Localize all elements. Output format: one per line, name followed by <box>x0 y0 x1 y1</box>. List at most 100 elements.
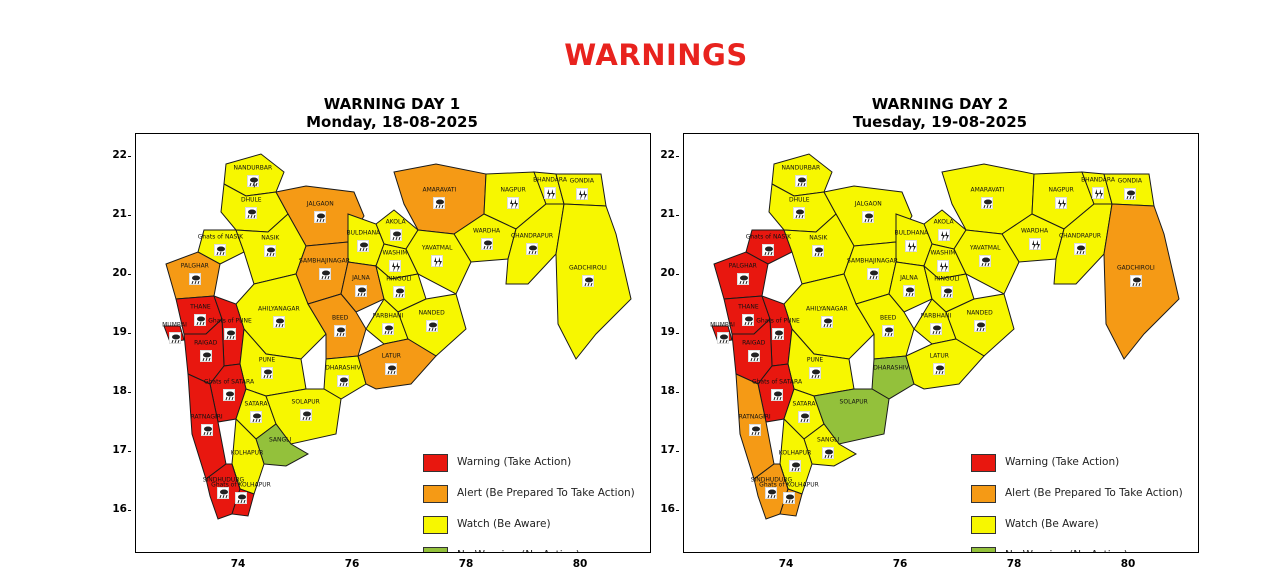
heavy-rain-icon <box>866 268 879 281</box>
district-label: KOLHAPUR <box>230 449 264 456</box>
x-tick-label: 78 <box>1006 558 1022 570</box>
thunderstorm-icon <box>1055 196 1068 209</box>
district-label: DHULE <box>240 196 262 204</box>
heavy-rain-icon <box>903 284 915 297</box>
district-label: AMARAVATI <box>970 186 1005 194</box>
heavy-rain-icon <box>765 487 778 500</box>
district-label: SAMBHAJINAGAR <box>299 257 350 265</box>
district-label: NAGPUR <box>1048 186 1074 194</box>
thunderstorm-icon <box>937 260 949 273</box>
heavy-rain-icon <box>246 175 259 188</box>
district-label: SAMBHAJINAGAR <box>847 257 898 265</box>
legend-swatch <box>423 485 448 503</box>
heavy-rain-icon <box>217 487 230 500</box>
district-label: Ghats of SATARA <box>203 378 255 386</box>
district-dharashiv <box>871 355 915 400</box>
district-label: DHARASHIV <box>325 364 361 372</box>
panel-date: Monday, 18-08-2025 <box>306 113 478 131</box>
district-label: JALNA <box>900 274 918 282</box>
x-tick-label: 80 <box>1120 558 1136 570</box>
legend-swatch <box>423 547 448 552</box>
legend-label: Alert (Be Prepared To Take Action) <box>1005 487 1183 499</box>
district-label: RAIGAD <box>742 339 766 347</box>
district-label: Ghats of PUNE <box>756 317 800 325</box>
district-label: WARDHA <box>473 227 501 235</box>
map-panel-day-1: WARNING DAY 1 Monday, 18-08-2025 NANDURB… <box>112 94 651 570</box>
district-label: BEED <box>331 314 349 322</box>
district-label: PUNE <box>806 356 824 364</box>
y-tick-label: 22 <box>105 149 131 161</box>
district-label: RATNAGIRI <box>190 413 223 421</box>
district-label: WASHIM <box>382 249 408 257</box>
thunderstorm-icon <box>1028 237 1041 250</box>
district-label: NANDURBAR <box>233 164 273 172</box>
district-label: PUNE <box>258 356 276 364</box>
district-label: GADCHIROLI <box>568 264 607 272</box>
heavy-rain-icon <box>224 327 236 340</box>
heavy-rain-icon <box>245 206 258 219</box>
district-label: DHARASHIV <box>873 364 909 372</box>
district-label: BHANDARA <box>533 176 567 183</box>
y-tick-label: 21 <box>105 208 131 220</box>
map-panel-day-2: WARNING DAY 2 Tuesday, 19-08-2025 NANDUR… <box>660 94 1199 570</box>
legend-swatch <box>423 454 448 472</box>
district-label: YAVATMAL <box>421 244 453 252</box>
panel-date: Tuesday, 19-08-2025 <box>852 113 1028 131</box>
heavy-rain-icon <box>882 324 895 337</box>
heavy-rain-icon <box>716 331 729 344</box>
district-label: SANGLI <box>817 436 840 443</box>
district-label: KOLHAPUR <box>778 449 812 456</box>
heavy-rain-icon <box>1129 274 1142 287</box>
legend-label: Watch (Be Aware) <box>457 518 551 530</box>
map-area: NANDURBAR DHULE JALGAON AMARAVATI NAGPUR BHAN… <box>135 133 651 553</box>
heavy-rain-icon <box>933 362 946 375</box>
legend-label: No Warning (No Action) <box>457 549 580 552</box>
heavy-rain-icon <box>820 315 833 328</box>
district-label: LATUR <box>381 352 401 360</box>
heavy-rain-icon <box>264 245 277 258</box>
panel-title: WARNING DAY 1 <box>323 95 461 113</box>
heavy-rain-icon <box>772 327 784 340</box>
page-title: WARNINGS <box>564 38 748 72</box>
legend-swatch <box>423 516 448 534</box>
heavy-rain-icon <box>214 243 227 256</box>
y-tick-label: 19 <box>105 326 131 338</box>
heavy-rain-icon <box>794 175 807 187</box>
heavy-rain-icon <box>789 459 801 472</box>
heavy-rain-icon <box>392 286 405 299</box>
thunderstorm-icon <box>389 260 401 273</box>
district-label: MUMBAI <box>162 321 187 328</box>
district-label: NAGPUR <box>500 186 526 194</box>
panel-title: WARNING DAY 2 <box>871 95 1009 113</box>
heavy-rain-icon <box>862 210 875 223</box>
district-label: Ghats of NASIK <box>745 233 792 241</box>
district-label: DHULE <box>788 196 810 204</box>
district-label: AMARAVATI <box>422 186 457 194</box>
district-label: CHANDRAPUR <box>1058 232 1102 240</box>
heavy-rain-icon <box>748 424 761 437</box>
heavy-rain-icon <box>940 286 953 299</box>
heavy-rain-icon <box>762 243 775 256</box>
district-label: Ghats of KOLHAPUR <box>211 481 271 489</box>
y-tick-label: 20 <box>105 267 131 279</box>
district-label: YAVATMAL <box>969 244 1001 252</box>
y-tick-label: 18 <box>653 385 679 397</box>
heavy-rain-icon <box>812 245 825 258</box>
heavy-rain-icon <box>250 411 262 424</box>
x-tick-label: 76 <box>892 558 908 570</box>
legend-swatch <box>971 547 996 552</box>
district-label: GONDIA <box>1117 177 1142 184</box>
district-label: JALGAON <box>854 200 882 208</box>
y-tick-label: 21 <box>653 208 679 220</box>
thunderstorm-icon <box>937 229 950 242</box>
legend-swatch <box>971 454 996 472</box>
thunderstorm-icon <box>544 186 556 199</box>
district-label: BEED <box>879 314 897 322</box>
heavy-rain-icon <box>1123 187 1136 200</box>
heavy-rain-icon <box>1074 243 1086 256</box>
heavy-rain-icon <box>272 315 285 328</box>
district-label: GONDIA <box>569 177 594 184</box>
heavy-rain-icon <box>318 268 331 281</box>
heavy-rain-icon <box>261 366 273 379</box>
district-label: SINDHUDURG <box>202 476 245 484</box>
